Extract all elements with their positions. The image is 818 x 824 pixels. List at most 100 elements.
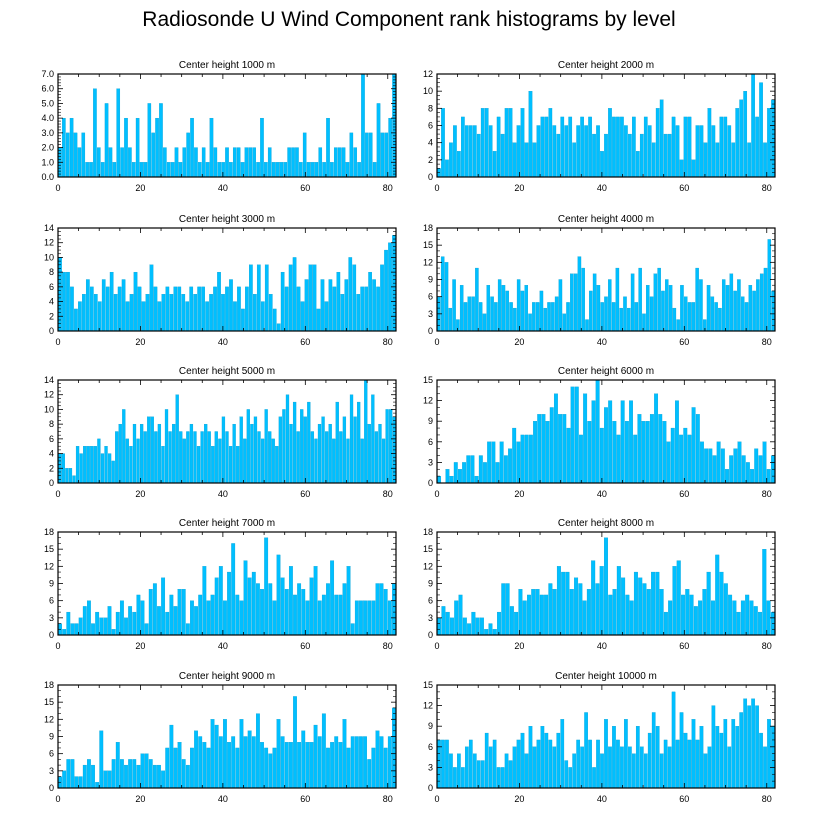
histogram-bar [128,606,133,636]
histogram-bar [293,696,297,789]
histogram-bar [587,421,592,484]
histogram-bar [72,475,76,484]
histogram-bar [307,401,311,484]
histogram-bar [340,294,345,332]
histogram-bar [569,589,574,636]
histogram-bar [458,594,463,636]
histogram-bar [321,416,325,484]
histogram-bar [209,117,214,178]
histogram-bar [342,583,347,636]
histogram-bar [120,147,124,178]
histogram-bar [576,739,581,789]
histogram-bar [368,271,372,332]
histogram-bar [260,117,264,178]
histogram-bar [520,108,525,178]
histogram-bar [282,409,286,484]
histogram-bar [198,736,203,789]
histogram-bar [468,739,473,789]
histogram-bar [452,279,456,332]
histogram-bar [313,566,318,636]
histogram-bar [762,549,767,636]
histogram-bar [264,537,269,636]
histogram-bar [245,286,249,332]
histogram-bar [584,712,588,789]
histogram-bar [572,753,577,789]
histogram-bar [599,427,604,484]
histogram-bar [568,116,573,178]
y-tick-label: 12 [423,561,433,571]
histogram-bar [693,606,698,636]
histogram-bar [759,273,764,332]
histogram-bar [330,560,335,636]
histogram-bar [104,103,109,178]
histogram-bar [125,301,130,332]
histogram-bar [65,468,69,484]
y-tick-label: 9 [428,721,433,731]
histogram-bar [338,594,343,636]
histogram-bar [239,719,244,789]
histogram-bar [335,401,339,484]
histogram-bar [467,623,472,636]
histogram-bar [687,434,692,484]
histogram-bar [235,747,240,789]
histogram-bar [548,108,553,178]
histogram-bar [585,319,589,332]
histogram-bar [723,719,728,789]
histogram-bar [566,427,571,484]
x-tick-label: 40 [218,794,228,804]
histogram-bar [210,594,215,636]
histogram-bar [193,431,197,484]
histogram-bar [535,589,540,636]
histogram-bar [731,142,736,178]
histogram-bar [723,583,728,636]
histogram-bar [346,747,351,789]
histogram-bar [93,294,98,332]
histogram-bar [445,611,450,636]
histogram-bar [305,600,310,636]
histogram-bar [655,108,660,178]
histogram-bar [524,753,529,789]
histogram-bar [689,594,694,636]
histogram-panel-3: Center height 3000 m 0 20 40 60 80 0 2 4 6 8 10 12 14 [44,214,397,347]
y-tick-label: 9 [428,416,433,426]
histogram-bar [100,453,105,484]
histogram-bar [87,759,91,789]
histogram-bar [124,117,128,178]
histogram-bar [663,133,668,178]
histogram-bar [389,409,393,484]
histogram-bar [624,421,629,484]
histogram-bar [141,301,146,332]
histogram-bar [641,421,646,484]
histogram-bar [703,142,708,178]
plot-frame [436,379,776,484]
histogram-bar [235,594,240,636]
x-tick-label: 20 [514,641,524,651]
histogram-bar [711,125,716,178]
histogram-bar [257,431,261,484]
histogram-panel-2: Center height 2000 m 0 20 40 60 80 0 2 4 6 8 10 12 [423,60,776,193]
histogram-bar [367,423,371,484]
histogram-bar [376,103,381,178]
histogram-bar [475,267,479,332]
histogram-bar [659,589,664,636]
histogram-bar [695,267,699,332]
x-tick-label: 0 [434,489,439,499]
histogram-bar [159,103,163,178]
histogram-bar [204,423,208,484]
histogram-bar [227,571,231,636]
histogram-bar [326,117,330,178]
histogram-bar [359,736,363,789]
histogram-bar [291,147,295,178]
histogram-bar [509,606,514,636]
y-tick-label: 6 [49,282,54,292]
histogram-bar [368,132,373,178]
histogram-bar [78,776,83,789]
histogram-bar [715,554,720,636]
histogram-bar [671,116,676,178]
histogram-bar [346,566,351,636]
histogram-bar [99,730,104,789]
histogram-bar [720,448,725,484]
y-tick-label: 6 [428,596,433,606]
histogram-bar [218,736,223,789]
histogram-bar [684,296,688,332]
